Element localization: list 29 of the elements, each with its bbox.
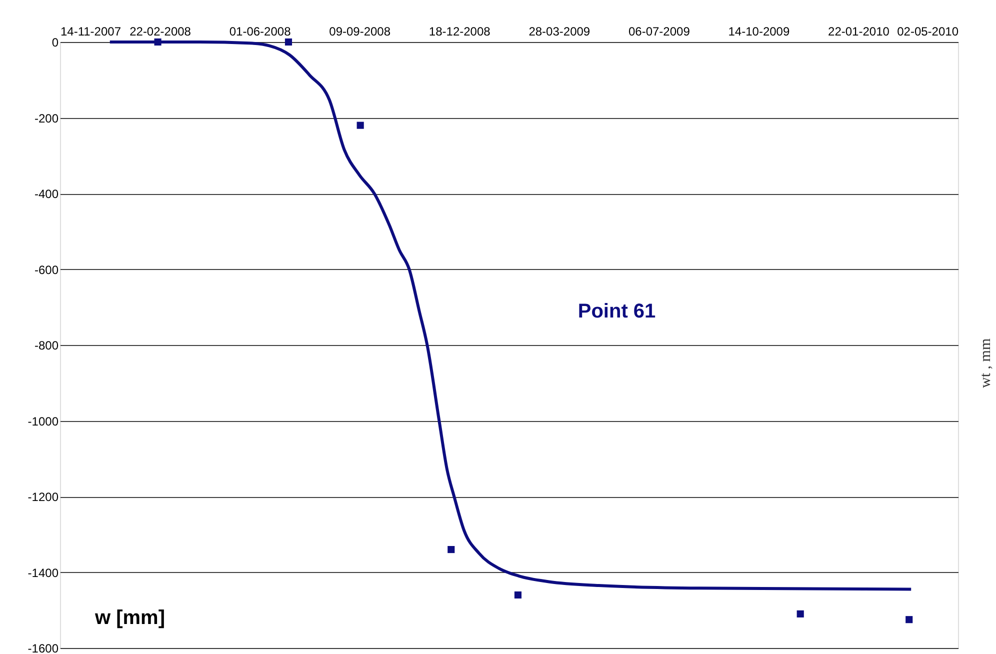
y2-axis-title: wt , mm [978, 338, 994, 388]
x-tick-label: 22-02-2008 [130, 24, 192, 38]
point [448, 546, 455, 554]
y-tick-label: -600 [34, 262, 59, 277]
x-tick-label: 01-06-2008 [229, 24, 292, 38]
x-tick-label: 02-05-2010 [897, 24, 959, 38]
x-tick-label: 14-11-2007 [60, 24, 122, 38]
y-tick-label: -1000 [28, 414, 59, 428]
x-tick-label: 06-07-2009 [628, 24, 690, 38]
point [284, 38, 292, 46]
x-tick-label: 14-10-2009 [728, 24, 790, 38]
y-tick-label: -200 [34, 111, 59, 126]
x-tick-label: 09-09-2008 [329, 24, 391, 38]
y-tick-label: 0 [52, 36, 59, 50]
x-tick-label: 28-03-2009 [528, 24, 590, 38]
point [906, 616, 913, 624]
point [514, 591, 522, 599]
y-tick-label: -800 [34, 338, 59, 352]
y-tick-label: -1600 [28, 642, 59, 654]
x-tick-label: 18-12-2008 [428, 24, 491, 38]
point [356, 122, 364, 129]
y-tick-label: -1400 [28, 566, 59, 580]
x-tick-label: 22-01-2010 [828, 24, 890, 38]
text: Point 61 [578, 300, 656, 323]
y-tick-label: -400 [34, 187, 59, 201]
y-tick-label: -1200 [28, 490, 59, 504]
annotation: w [mm] [94, 607, 165, 629]
line-series [108, 40, 913, 591]
point [796, 610, 804, 618]
